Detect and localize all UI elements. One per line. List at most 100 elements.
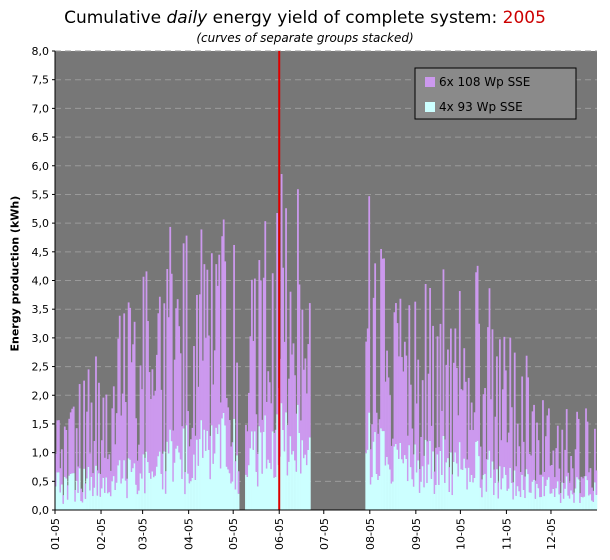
bar-4x93-day (510, 482, 513, 510)
bar-4x93-day (485, 491, 488, 510)
bar-6x108-day (485, 459, 488, 492)
bar-6x108-day (111, 408, 114, 482)
bar-4x93-day (246, 476, 249, 510)
bar-6x108-day (117, 338, 120, 466)
bar-4x93-day (562, 498, 565, 510)
bar-4x93-day (136, 494, 139, 510)
bar-6x108-day (371, 424, 374, 478)
bar-4x93-day (213, 453, 216, 510)
bar-6x108-day (454, 328, 457, 453)
bar-4x93-day (95, 465, 97, 510)
bar-6x108-day (365, 341, 368, 454)
bar-6x108-day (78, 384, 81, 469)
bar-4x93-day (121, 478, 124, 510)
bar-6x108-day (298, 284, 301, 433)
bar-6x108-day (487, 327, 489, 460)
bar-4x93-day (233, 418, 235, 510)
bar-6x108-day (301, 309, 304, 441)
bar-4x93-day (111, 481, 114, 510)
bar-4x93-day (191, 477, 194, 510)
bar-6x108-day (482, 394, 485, 476)
bar-4x93-day (442, 435, 445, 510)
bar-6x108-day (438, 447, 440, 485)
bar-4x93-day (270, 469, 273, 510)
bar-6x108-day (184, 472, 186, 495)
bar-4x93-day (463, 458, 466, 510)
bar-4x93-day (436, 454, 439, 510)
bar-6x108-day (102, 397, 105, 478)
bar-6x108-day (282, 267, 284, 430)
bar-4x93-day (591, 500, 593, 510)
bar-4x93-day (533, 479, 535, 510)
bar-6x108-day (534, 480, 537, 499)
bar-4x93-day (570, 490, 573, 510)
bar-6x108-day (545, 436, 547, 486)
bar-6x108-day (123, 313, 126, 461)
bar-6x108-day (147, 321, 149, 463)
bar-4x93-day (249, 448, 252, 510)
y-tick-label: 1,5 (32, 418, 50, 431)
bar-6x108-day (252, 340, 255, 450)
bar-4x93-day (93, 487, 96, 510)
bar-6x108-day (399, 298, 402, 443)
bar-4x93-day (546, 479, 549, 510)
bar-6x108-day (99, 474, 102, 497)
bar-4x93-day (87, 466, 90, 510)
bar-4x93-day (423, 487, 426, 510)
bar-4x93-day (206, 430, 209, 510)
bar-4x93-day (405, 458, 408, 510)
bar-6x108-day (531, 411, 534, 482)
bar-4x93-day (212, 463, 215, 510)
bar-4x93-day (466, 489, 469, 510)
bar-6x108-day (496, 356, 498, 470)
bar-4x93-day (127, 458, 130, 510)
bar-4x93-day (549, 493, 552, 510)
bar-6x108-day (595, 470, 598, 495)
bar-6x108-day (236, 362, 238, 456)
bar-6x108-day (68, 418, 71, 476)
bar-4x93-day (464, 468, 467, 510)
bar-6x108-day (403, 341, 406, 456)
bar-6x108-day (390, 445, 393, 484)
bar-4x93-day (96, 495, 99, 510)
y-tick-label: 5,0 (32, 217, 50, 230)
bar-4x93-day (175, 448, 178, 510)
bar-4x93-day (261, 473, 264, 510)
bar-6x108-day (592, 490, 595, 502)
bar-6x108-day (87, 369, 90, 467)
bar-4x93-day (433, 493, 436, 510)
bar-4x93-day (545, 485, 547, 510)
bar-6x108-day (89, 453, 91, 491)
bar-4x93-day (415, 472, 418, 510)
bar-6x108-day (433, 471, 436, 494)
bar-6x108-day (377, 433, 380, 480)
bar-4x93-day (196, 439, 198, 510)
y-tick-label: 0,0 (32, 504, 50, 517)
bar-4x93-day (264, 415, 267, 510)
bar-6x108-day (435, 447, 437, 485)
bar-4x93-day (57, 472, 60, 510)
bar-4x93-day (280, 403, 283, 510)
bar-6x108-day (179, 353, 182, 460)
bar-6x108-day (475, 272, 478, 442)
bar-6x108-day (56, 420, 59, 473)
bar-4x93-day (90, 476, 93, 510)
bar-6x108-day (210, 253, 213, 426)
bar-4x93-day (123, 460, 126, 510)
bar-6x108-day (378, 419, 381, 476)
bar-6x108-day (115, 413, 118, 483)
bar-6x108-day (160, 389, 163, 474)
bar-6x108-day (170, 273, 173, 442)
bar-4x93-day (396, 449, 399, 510)
bar-6x108-day (369, 449, 372, 485)
bar-6x108-day (389, 395, 391, 470)
bar-4x93-day (207, 449, 210, 510)
bar-4x93-day (497, 498, 500, 510)
bar-6x108-day (66, 485, 69, 500)
bar-6x108-day (161, 453, 164, 490)
bar-6x108-day (302, 369, 305, 459)
bar-4x93-day (210, 425, 213, 510)
bar-4x93-day (424, 439, 427, 510)
bar-6x108-day (222, 219, 225, 413)
bar-6x108-day (574, 449, 577, 489)
